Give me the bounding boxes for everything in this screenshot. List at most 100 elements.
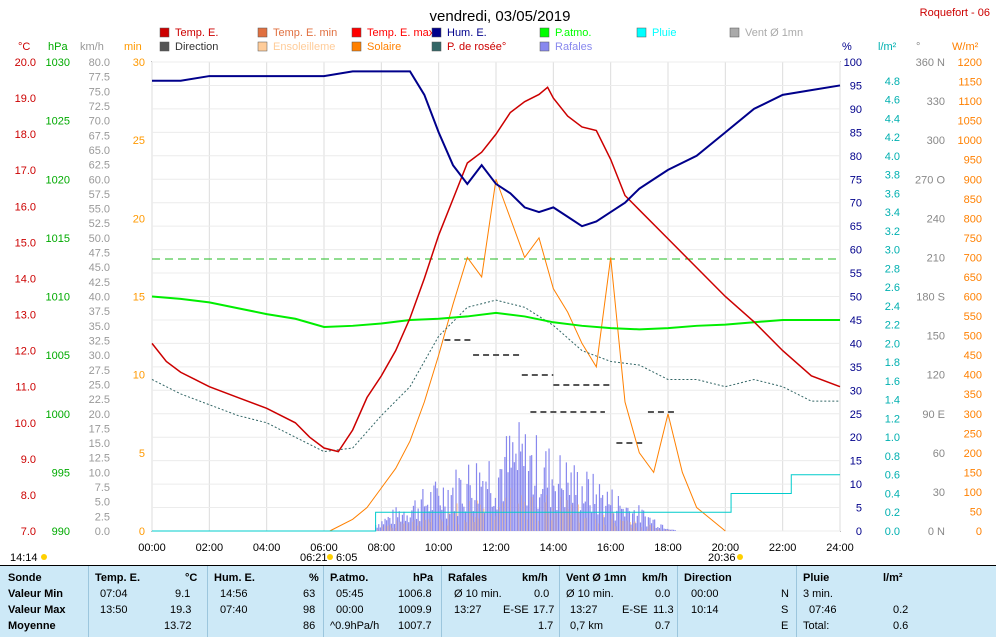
vent-max-dir: E-SE [622, 604, 648, 616]
wind-axis-tick: 40.0 [89, 292, 110, 304]
legend-swatch [159, 41, 170, 52]
temp-axis-tick: 7.0 [21, 526, 36, 538]
sun-icon [41, 554, 47, 560]
min-axis-tick: 5 [139, 448, 145, 460]
humidity-line [152, 70, 841, 228]
wind-axis-tick: 12.5 [89, 453, 110, 465]
sol-axis-tick: 1000 [958, 135, 982, 147]
dir-axis-tick: 300 [927, 135, 945, 147]
sol-axis-tick: 800 [964, 213, 982, 225]
temp-avg-val: 13.72 [164, 620, 192, 632]
sunrise-label: 06:21 [300, 552, 328, 564]
legend-label: Solaire [367, 41, 401, 53]
x-tick-label: 20:00 [712, 542, 740, 554]
row-label-max: Valeur Max [8, 604, 66, 616]
dir-axis-tick: 90 E [922, 409, 945, 421]
hum-axis-tick: 35 [850, 362, 862, 374]
wind-axis-tick: 7.5 [95, 482, 110, 494]
wind-axis-tick: 50.0 [89, 233, 110, 245]
sol-axis-tick: 200 [964, 448, 982, 460]
rain-axis-tick: 3.2 [885, 226, 900, 238]
press-axis-tick: 1000 [46, 409, 70, 421]
sol-axis-tick: 1200 [958, 57, 982, 69]
rain-axis-tick: 1.8 [885, 357, 900, 369]
sunrise-icon [327, 554, 333, 560]
header-rafales-unit: km/h [522, 572, 548, 584]
legend-label: Temp. E. min [273, 27, 337, 39]
rain-axis-tick: 1.2 [885, 413, 900, 425]
temp-axis-tick: 17.0 [15, 165, 36, 177]
min-unit: min [124, 41, 142, 53]
x-tick-label: 04:00 [253, 542, 281, 554]
rain-axis-tick: 4.2 [885, 132, 900, 144]
rain-axis-tick: 2.6 [885, 282, 900, 294]
header-press-unit: hPa [413, 572, 434, 584]
x-tick-label: 14:00 [540, 542, 568, 554]
hum-axis-tick: 95 [850, 80, 862, 92]
sol-axis-tick: 1150 [958, 77, 982, 89]
wind-axis-tick: 27.5 [89, 365, 110, 377]
hum-min-val: 63 [303, 588, 316, 600]
dir-axis-tick: 180 S [916, 292, 945, 304]
dir-axis-tick: 150 [927, 331, 945, 343]
rafales-max-time: 13:27 [454, 604, 482, 616]
header-direction: Direction [684, 572, 732, 584]
dir-axis-tick: 330 [927, 96, 945, 108]
rain-axis-tick: 2.8 [885, 263, 900, 275]
min-axis-tick: 0 [139, 526, 145, 538]
dir-axis-tick: 120 [927, 370, 945, 382]
press-axis-tick: 1020 [46, 174, 70, 186]
wind-axis-tick: 62.5 [89, 160, 110, 172]
dir-min-time: 00:00 [691, 588, 719, 600]
temperature-line [151, 86, 841, 453]
rain-axis-tick: 4.6 [885, 95, 900, 107]
hum-unit: % [842, 41, 852, 53]
rain-axis-tick: 0.0 [885, 526, 900, 538]
header-press: P.atmo. [330, 572, 369, 584]
summary-table: Sonde Valeur Min Valeur Max Moyenne Temp… [0, 566, 996, 637]
press-avg-val: 1007.7 [398, 620, 432, 632]
rain-axis-tick: 1.4 [885, 395, 900, 407]
vent-max-time: 13:27 [570, 604, 598, 616]
temp-axis-tick: 9.0 [21, 454, 36, 466]
hum-min-time: 14:56 [220, 588, 248, 600]
rain-axis-tick: 0.6 [885, 470, 900, 482]
sol-axis-tick: 850 [964, 194, 982, 206]
press-max-time: 00:00 [336, 604, 364, 616]
legend-swatch [539, 27, 550, 38]
wind-axis-tick: 55.0 [89, 204, 110, 216]
vent-avg-val: 0.7 [655, 620, 671, 632]
header-pluie: Pluie [803, 572, 830, 584]
legend-label: P. de rosée° [447, 41, 506, 53]
press-min-time: 05:45 [336, 588, 364, 600]
legend-label: Hum. E. [447, 27, 487, 39]
wind-axis-tick: 10.0 [89, 467, 110, 479]
hum-axis-tick: 65 [850, 221, 862, 233]
wind-axis-tick: 80.0 [89, 57, 110, 69]
rain-unit: l/m² [878, 41, 897, 53]
wind-axis-tick: 70.0 [89, 116, 110, 128]
dewpoint-line [151, 299, 840, 453]
row-label-avg: Moyenne [8, 620, 56, 632]
rain-axis-tick: 0.2 [885, 507, 900, 519]
temp-axis-tick: 10.0 [15, 418, 36, 430]
wind-unit: km/h [80, 41, 104, 53]
temp-axis-tick: 8.0 [21, 490, 36, 502]
temp-axis-tick: 14.0 [15, 273, 36, 285]
pluie-total-label: Total: [803, 620, 830, 632]
wind-axis-tick: 42.5 [89, 277, 110, 289]
temp-axis-tick: 20.0 [15, 57, 36, 69]
sunset-label: 20:36 [708, 552, 736, 564]
wind-axis-tick: 77.5 [89, 72, 110, 84]
sol-axis-tick: 750 [964, 233, 982, 245]
hum-max-val: 98 [303, 604, 316, 616]
press-axis-tick: 1010 [46, 292, 70, 304]
vent-min-label: Ø 10 min. [566, 588, 614, 600]
hum-axis-tick: 85 [850, 127, 862, 139]
wind-axis-tick: 72.5 [89, 101, 110, 113]
rafales-min-val: 0.0 [534, 588, 550, 600]
dir-axis-tick: 0 N [928, 526, 945, 538]
sol-unit: W/m² [952, 41, 979, 53]
hum-axis-tick: 80 [850, 151, 862, 163]
rain-axis-tick: 4.4 [885, 113, 900, 125]
